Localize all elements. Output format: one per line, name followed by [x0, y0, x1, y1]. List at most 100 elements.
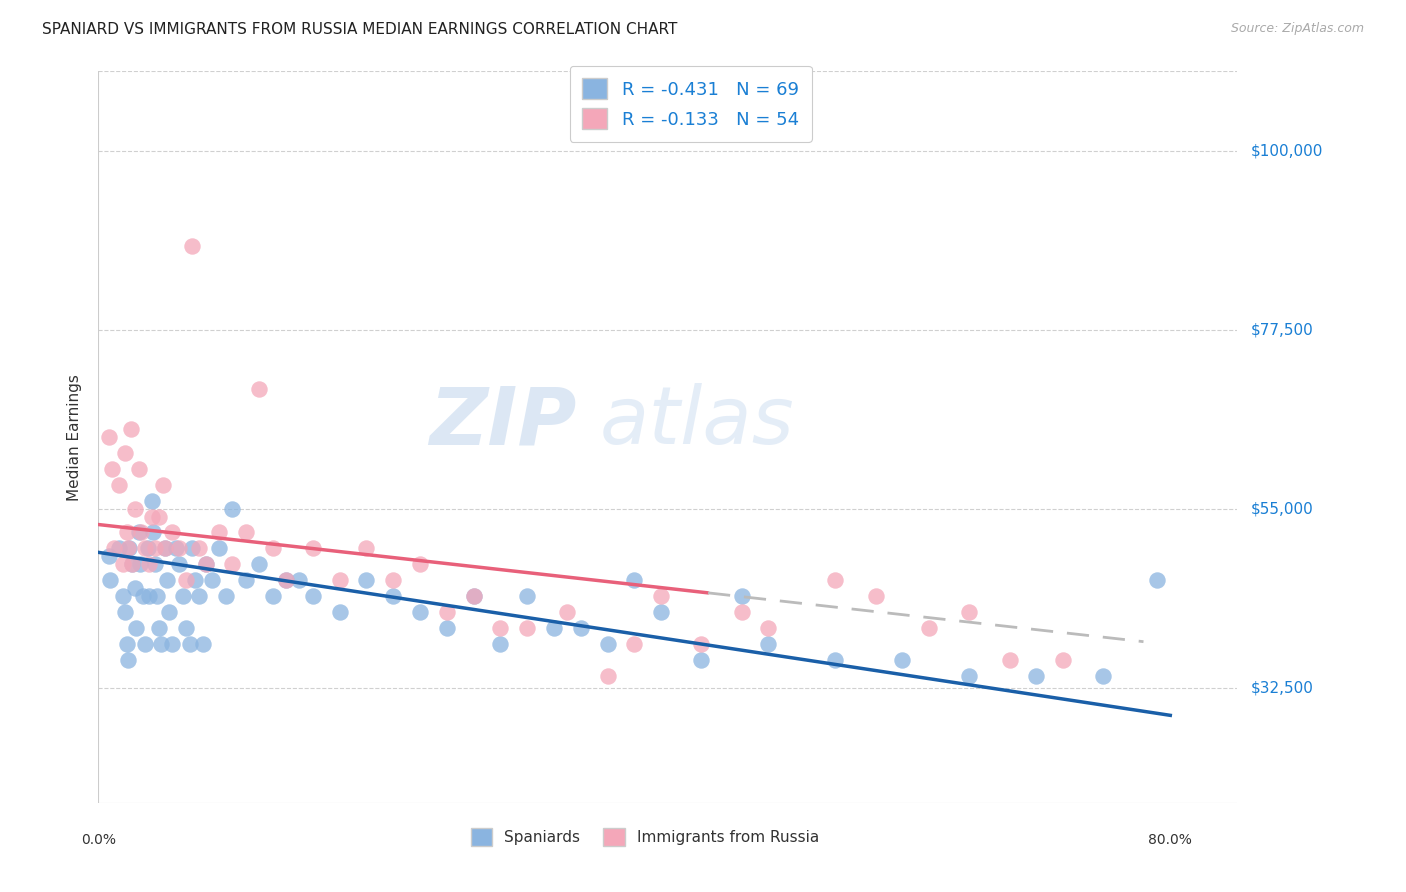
Point	[143, 541, 166, 556]
Point	[129, 558, 152, 572]
Text: $32,500: $32,500	[1251, 680, 1313, 695]
Point	[179, 637, 201, 651]
Point	[159, 605, 181, 619]
Point	[114, 605, 136, 619]
Point	[756, 637, 779, 651]
Point	[516, 621, 538, 635]
Point	[134, 541, 156, 556]
Text: SPANIARD VS IMMIGRANTS FROM RUSSIA MEDIAN EARNINGS CORRELATION CHART: SPANIARD VS IMMIGRANTS FROM RUSSIA MEDIA…	[42, 22, 678, 37]
Point	[382, 589, 405, 603]
Point	[247, 383, 270, 397]
Text: atlas: atlas	[599, 384, 794, 461]
Point	[181, 541, 204, 556]
Point	[356, 573, 378, 587]
Point	[141, 493, 163, 508]
Point	[152, 477, 174, 491]
Point	[756, 621, 779, 635]
Point	[138, 558, 160, 572]
Point	[167, 541, 190, 556]
Point	[436, 621, 458, 635]
Point	[103, 541, 125, 556]
Point	[187, 589, 209, 603]
Text: 80.0%: 80.0%	[1149, 833, 1192, 847]
Point	[998, 653, 1021, 667]
Point	[957, 605, 980, 619]
Point	[124, 501, 146, 516]
Point	[557, 605, 579, 619]
Text: $55,000: $55,000	[1251, 501, 1313, 516]
Text: ZIP: ZIP	[429, 384, 576, 461]
Point	[301, 541, 323, 556]
Point	[148, 509, 170, 524]
Point	[194, 558, 217, 572]
Legend: Spaniards, Immigrants from Russia: Spaniards, Immigrants from Russia	[463, 821, 827, 854]
Point	[194, 558, 217, 572]
Point	[201, 573, 224, 587]
Text: Source: ZipAtlas.com: Source: ZipAtlas.com	[1230, 22, 1364, 36]
Point	[125, 621, 148, 635]
Point	[409, 558, 432, 572]
Point	[247, 558, 270, 572]
Point	[150, 637, 173, 651]
Point	[516, 589, 538, 603]
Point	[121, 558, 143, 572]
Point	[918, 621, 941, 635]
Point	[891, 653, 914, 667]
Text: 0.0%: 0.0%	[82, 833, 115, 847]
Point	[115, 525, 138, 540]
Point	[596, 668, 619, 682]
Point	[865, 589, 887, 603]
Point	[221, 501, 243, 516]
Point	[167, 558, 190, 572]
Point	[107, 541, 129, 556]
Point	[187, 541, 209, 556]
Point	[184, 573, 207, 587]
Point	[134, 637, 156, 651]
Point	[489, 621, 512, 635]
Point	[329, 605, 352, 619]
Point	[114, 446, 136, 460]
Y-axis label: Median Earnings: Median Earnings	[67, 374, 83, 500]
Point	[160, 637, 183, 651]
Point	[824, 653, 846, 667]
Point	[208, 525, 231, 540]
Point	[262, 589, 284, 603]
Point	[262, 541, 284, 556]
Point	[436, 605, 458, 619]
Point	[136, 541, 159, 556]
Point	[181, 239, 204, 253]
Point	[957, 668, 980, 682]
Point	[111, 558, 134, 572]
Point	[120, 422, 142, 436]
Point	[146, 589, 169, 603]
Point	[208, 541, 231, 556]
Point	[382, 573, 405, 587]
Point	[274, 573, 297, 587]
Point	[650, 589, 672, 603]
Point	[172, 589, 194, 603]
Point	[221, 558, 243, 572]
Point	[356, 541, 378, 556]
Point	[623, 637, 645, 651]
Point	[143, 558, 166, 572]
Point	[463, 589, 485, 603]
Point	[142, 525, 165, 540]
Point	[489, 637, 512, 651]
Point	[690, 637, 713, 651]
Point	[463, 589, 485, 603]
Point	[98, 430, 121, 444]
Point	[165, 541, 187, 556]
Point	[543, 621, 565, 635]
Point	[128, 525, 150, 540]
Point	[1025, 668, 1047, 682]
Point	[235, 573, 257, 587]
Point	[141, 509, 163, 524]
Point	[111, 589, 134, 603]
Point	[730, 589, 752, 603]
Point	[155, 541, 177, 556]
Point	[690, 653, 713, 667]
Point	[117, 541, 139, 556]
Point	[124, 581, 146, 595]
Point	[155, 541, 177, 556]
Text: $77,500: $77,500	[1251, 322, 1313, 337]
